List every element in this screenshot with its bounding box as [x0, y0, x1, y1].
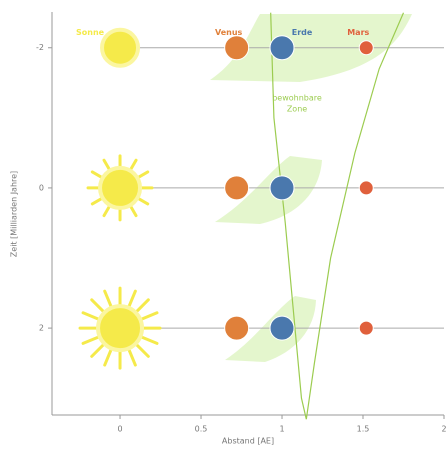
planet — [270, 316, 294, 340]
planet — [359, 181, 373, 195]
y-tick-label: -2 — [36, 43, 44, 52]
zone-label: bewohnbare — [272, 94, 322, 103]
legend-label: Erde — [292, 28, 313, 37]
planet — [225, 36, 249, 60]
planet — [225, 316, 249, 340]
planet — [359, 41, 373, 55]
zone-label: Zone — [287, 105, 307, 114]
y-tick-label: 2 — [39, 324, 44, 333]
sun — [102, 30, 138, 66]
legend-label: Mars — [347, 28, 369, 37]
planet — [270, 36, 294, 60]
sun — [98, 306, 142, 350]
sun — [100, 168, 140, 208]
chart: Abstand [AE] Zeit [Milliarden Jahre] 0 0.… — [0, 0, 446, 456]
planet — [359, 321, 373, 335]
legend-label: Sonne — [76, 28, 105, 37]
x-axis-label: Abstand [AE] — [222, 437, 274, 446]
x-tick-label: 0.5 — [195, 425, 208, 434]
x-tick-label: 1 — [279, 425, 284, 434]
y-tick-label: 0 — [39, 183, 44, 192]
x-tick-label: 0 — [117, 425, 122, 434]
planet — [225, 176, 249, 200]
y-axis-label: Zeit [Milliarden Jahre] — [10, 171, 19, 257]
legend-label: Venus — [215, 28, 243, 37]
x-tick-label: 2 — [441, 425, 446, 434]
x-tick-label: 1.5 — [357, 425, 370, 434]
planet — [270, 176, 294, 200]
